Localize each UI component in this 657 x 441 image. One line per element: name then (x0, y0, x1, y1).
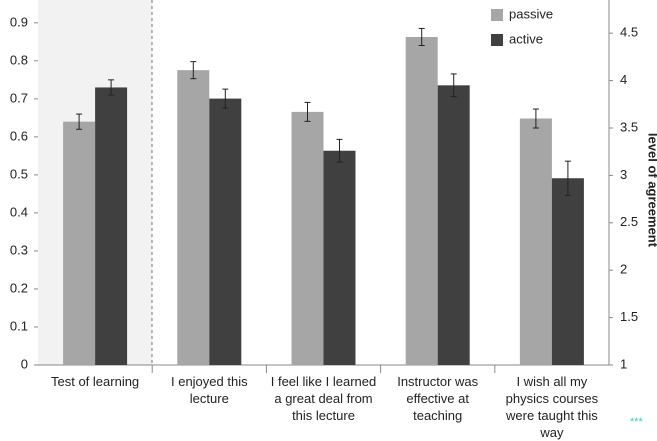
y-tick-label: 0.4 (10, 204, 28, 219)
bar (63, 121, 96, 366)
legend-swatch (491, 34, 503, 46)
bar (519, 118, 552, 365)
y2-tick-label: 4 (620, 72, 627, 87)
x-tick-label: Instructor was effective at teaching (397, 374, 479, 423)
y-tick-label: 0.2 (10, 280, 28, 295)
y2-tick-label: 2 (620, 262, 627, 277)
x-tick-label: I wish all my physics courses were taugh… (505, 374, 599, 440)
y2-tick-label: 3.5 (620, 119, 638, 134)
legend-label: active (509, 31, 543, 46)
legend-swatch (491, 9, 503, 21)
y-tick-label: 0.7 (10, 90, 28, 105)
bar (177, 70, 210, 365)
y-tick-label: 0.3 (10, 242, 28, 257)
bar (405, 36, 438, 365)
bar (209, 98, 242, 365)
y-tick-label: 0.9 (10, 14, 28, 29)
y-tick-label: 0.1 (10, 318, 28, 333)
x-tick-label: I enjoyed this lecture (170, 374, 248, 406)
y2-tick-label: 1 (620, 356, 627, 371)
bar (323, 150, 356, 365)
y-tick-label: 0.6 (10, 128, 28, 143)
bar (291, 111, 324, 365)
x-tick-label: I feel like I learned a great deal from … (270, 374, 377, 423)
bar (95, 87, 128, 366)
y2-tick-label: 3 (620, 167, 627, 182)
y2-tick-label: 4.5 (620, 25, 638, 40)
y-tick-label: 0 (21, 356, 28, 371)
y2-axis-title: level of agreement (646, 133, 657, 248)
y2-tick-label: 1.5 (620, 309, 638, 324)
bar (437, 85, 470, 365)
bar (551, 178, 584, 365)
y-tick-label: 0.8 (10, 52, 28, 67)
y2-tick-label: 2.5 (620, 214, 638, 229)
x-tick-label: Test of learning (51, 374, 140, 389)
legend-label: passive (509, 6, 553, 21)
annotation: *** (630, 416, 644, 428)
y-tick-label: 0.5 (10, 166, 28, 181)
